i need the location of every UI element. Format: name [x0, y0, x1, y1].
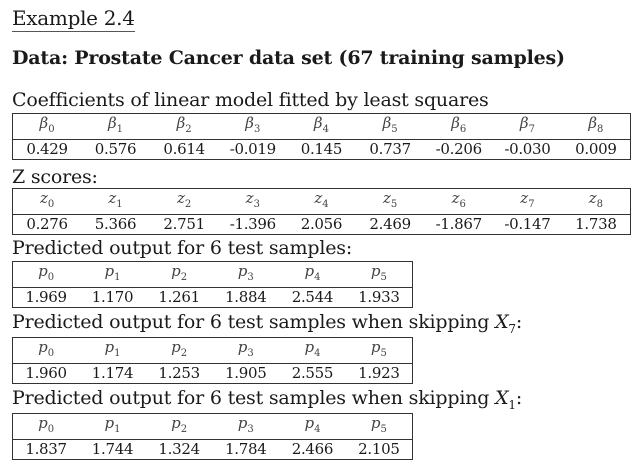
coef-value: 0.737: [369, 140, 411, 158]
p-header: p2: [171, 338, 188, 359]
coef-header: β3: [245, 114, 261, 135]
table-header-row: p0 p1 p2 p3 p4 p5: [12, 414, 413, 440]
z-value: 2.751: [163, 215, 205, 233]
p-value: 1.744: [91, 440, 134, 458]
coef-header: β4: [313, 114, 329, 135]
p-value: 1.969: [25, 288, 67, 306]
z-value: 2.056: [300, 215, 343, 233]
coef-header: β8: [588, 114, 604, 135]
coef-header: β6: [451, 114, 467, 135]
predicted-skip-x1-table: p0 p1 p2 p3 p4 p5 1.837 1.744 1.324 1.78…: [12, 413, 413, 460]
predicted-skip-x7-table: p0 p1 p2 p3 p4 p5 1.960 1.174 1.253 1.90…: [12, 337, 413, 384]
z-value: -1.396: [229, 215, 277, 233]
z-value: 5.366: [94, 215, 137, 233]
z-header: z7: [520, 189, 535, 210]
p-header: p5: [370, 414, 387, 435]
predicted-table: p0 p1 p2 p3 p4 p5 1.969 1.170 1.261 1.88…: [12, 261, 413, 308]
p-header: p4: [304, 414, 321, 435]
p-header: p0: [38, 414, 55, 435]
example-title: Example 2.4: [12, 6, 135, 32]
p-value: 2.105: [358, 440, 400, 458]
coef-value: -0.206: [435, 140, 483, 158]
table-row: 0.429 0.576 0.614 -0.019 0.145 0.737 -0.…: [13, 140, 631, 160]
coef-value: -0.030: [504, 140, 551, 158]
coef-value: 0.614: [163, 140, 205, 158]
z-header: z6: [451, 189, 466, 210]
predicted-skip-x7-label: Predicted output for 6 test samples when…: [12, 311, 523, 336]
data-title: Data: Prostate Cancer data set (67 train…: [12, 47, 565, 69]
table-header-row: β0 β1 β2 β3 β4 β5 β6 β7 β8: [12, 114, 631, 140]
coefficients-label: Coefficients of linear model fitted by l…: [12, 89, 489, 111]
coef-value: -0.019: [229, 140, 277, 158]
z-value: -0.147: [504, 215, 551, 233]
p-header: p1: [104, 262, 121, 283]
z-value: 2.469: [369, 215, 411, 233]
coef-value: 0.429: [26, 140, 68, 158]
p-value: 1.253: [158, 364, 200, 382]
coef-header: β2: [176, 114, 192, 135]
p-header: p4: [304, 338, 321, 359]
p-header: p3: [237, 414, 254, 435]
coef-header: β5: [382, 114, 398, 135]
p-value: 1.884: [225, 288, 267, 306]
z-header: z3: [245, 189, 260, 210]
p-value: 2.555: [291, 364, 334, 382]
z-value: 1.738: [575, 215, 617, 233]
p-value: 1.837: [25, 440, 67, 458]
table-row: 1.969 1.170 1.261 1.884 2.544 1.933: [13, 288, 413, 308]
p-header: p3: [237, 262, 254, 283]
p-header: p3: [237, 338, 254, 359]
table-header-row: p0 p1 p2 p3 p4 p5: [12, 338, 413, 364]
coefficients-table: β0 β1 β2 β3 β4 β5 β6 β7 β8 0.429 0.576 0…: [12, 113, 631, 160]
table-row: 1.960 1.174 1.253 1.905 2.555 1.923: [13, 364, 413, 384]
p-value: 1.174: [91, 364, 134, 382]
z-value: -1.867: [435, 215, 483, 233]
predicted-label: Predicted output for 6 test samples:: [12, 237, 353, 259]
p-value: 1.923: [358, 364, 400, 382]
z-header: z5: [382, 189, 398, 210]
p-value: 1.960: [25, 364, 67, 382]
z-header: z2: [177, 189, 192, 210]
table-row: 1.837 1.744 1.324 1.784 2.466 2.105: [13, 440, 413, 460]
table-row: 0.276 5.366 2.751 -1.396 2.056 2.469 -1.…: [13, 215, 631, 235]
p-value: 1.324: [158, 440, 200, 458]
p-header: p1: [104, 414, 121, 435]
z-header: z4: [314, 189, 329, 210]
z-header: z1: [108, 189, 123, 210]
p-header: p4: [304, 262, 321, 283]
coef-value: 0.145: [300, 140, 343, 158]
coef-header: β7: [519, 114, 535, 135]
coef-header: β1: [107, 114, 123, 135]
p-value: 1.933: [358, 288, 400, 306]
p-header: p2: [171, 414, 188, 435]
table-header-row: p0 p1 p2 p3 p4 p5: [12, 262, 413, 288]
p-header: p5: [370, 262, 387, 283]
p-value: 2.544: [291, 288, 334, 306]
z-header: z0: [39, 189, 55, 210]
p-value: 1.170: [91, 288, 134, 306]
p-value: 2.466: [291, 440, 334, 458]
p-header: p2: [171, 262, 188, 283]
z-header: z8: [588, 189, 604, 210]
coef-value: 0.576: [94, 140, 137, 158]
predicted-skip-x1-label: Predicted output for 6 test samples when…: [12, 387, 523, 412]
p-header: p0: [38, 338, 55, 359]
coef-header: β0: [39, 114, 55, 135]
p-header: p1: [104, 338, 121, 359]
z-value: 0.276: [26, 215, 68, 233]
table-header-row: z0 z1 z2 z3 z4 z5 z6 z7 z8: [12, 189, 631, 215]
z-scores-label: Z scores:: [12, 166, 98, 188]
p-value: 1.784: [225, 440, 267, 458]
p-header: p0: [38, 262, 55, 283]
coef-value: 0.009: [575, 140, 617, 158]
p-value: 1.905: [225, 364, 267, 382]
z-scores-table: z0 z1 z2 z3 z4 z5 z6 z7 z8 0.276 5.366 2…: [12, 188, 631, 235]
p-header: p5: [370, 338, 387, 359]
p-value: 1.261: [158, 288, 200, 306]
